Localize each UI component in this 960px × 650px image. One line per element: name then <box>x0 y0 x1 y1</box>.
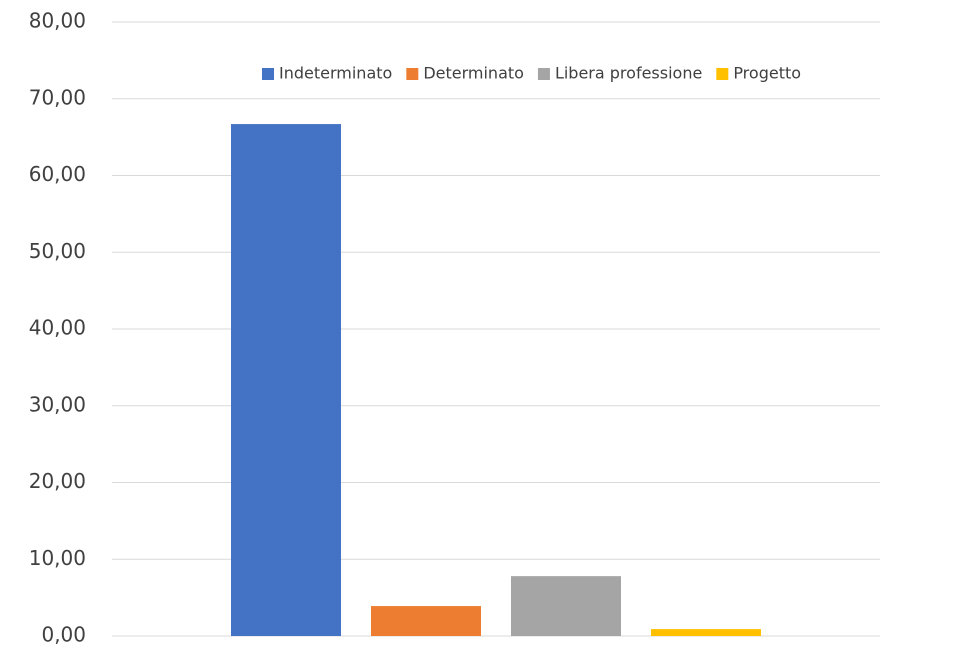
legend-label: Determinato <box>423 64 524 83</box>
y-tick-label: 70,00 <box>29 85 86 109</box>
bar <box>511 576 621 636</box>
y-tick-label: 80,00 <box>29 9 86 33</box>
bar <box>371 606 481 636</box>
legend-swatch <box>716 68 729 80</box>
y-tick-label: 60,00 <box>29 162 86 186</box>
legend-swatch <box>262 68 274 80</box>
y-tick-label: 30,00 <box>29 392 86 416</box>
legend-label: Indeterminato <box>279 64 392 83</box>
legend-label: Progetto <box>733 64 801 83</box>
y-tick-label: 40,00 <box>29 316 86 340</box>
y-tick-label: 50,00 <box>29 239 86 263</box>
bar <box>651 629 761 636</box>
bar <box>231 124 341 636</box>
y-tick-label: 0,00 <box>41 623 86 647</box>
y-tick-label: 20,00 <box>29 469 86 493</box>
legend-swatch <box>537 68 550 80</box>
legend-swatch <box>406 68 419 80</box>
y-tick-label: 10,00 <box>29 546 86 570</box>
legend-label: Libera professione <box>555 64 702 83</box>
